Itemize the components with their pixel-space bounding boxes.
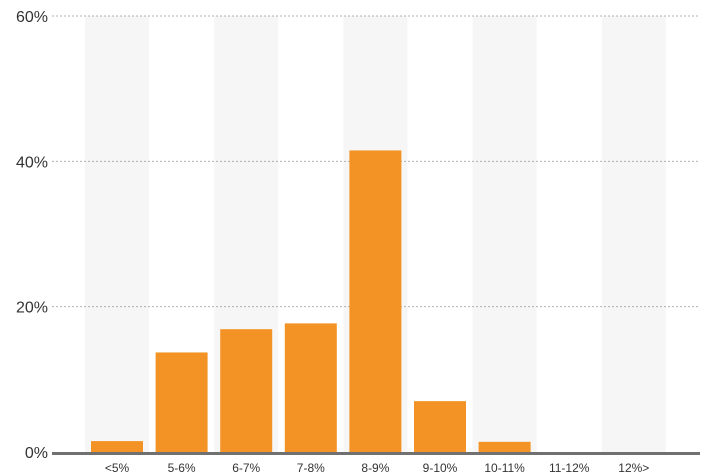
bar	[220, 329, 273, 452]
bar	[349, 150, 402, 452]
bar	[478, 441, 531, 452]
bars	[91, 150, 531, 452]
x-tick-label: 11-12%	[549, 461, 590, 475]
y-tick-label: 60%	[16, 9, 48, 26]
x-tick-label: 12%>	[618, 461, 649, 475]
x-tick-label: 9-10%	[423, 461, 458, 475]
y-tick-label: 40%	[16, 154, 48, 171]
x-tick-label: 10-11%	[484, 461, 525, 475]
x-tick-label: <5%	[105, 461, 130, 475]
category-bands	[85, 16, 666, 452]
x-tick-label: 6-7%	[232, 461, 260, 475]
bar	[155, 352, 208, 452]
y-axis-tick-labels: 0% 20% 40% 60%	[16, 9, 48, 462]
bar	[91, 441, 143, 452]
x-axis-tick-labels: <5% 5-6% 6-7% 7-8% 8-9% 9-10% 10-11% 11-12% 12%>	[105, 461, 649, 475]
bar	[284, 323, 337, 452]
category-band	[472, 16, 537, 452]
x-tick-label: 8-9%	[361, 461, 389, 475]
bar	[414, 401, 466, 452]
category-band	[601, 16, 666, 452]
x-tick-label: 7-8%	[297, 461, 325, 475]
x-tick-label: 5-6%	[168, 461, 196, 475]
category-band	[85, 16, 149, 452]
y-tick-label: 0%	[25, 445, 48, 462]
y-tick-label: 20%	[16, 300, 48, 317]
